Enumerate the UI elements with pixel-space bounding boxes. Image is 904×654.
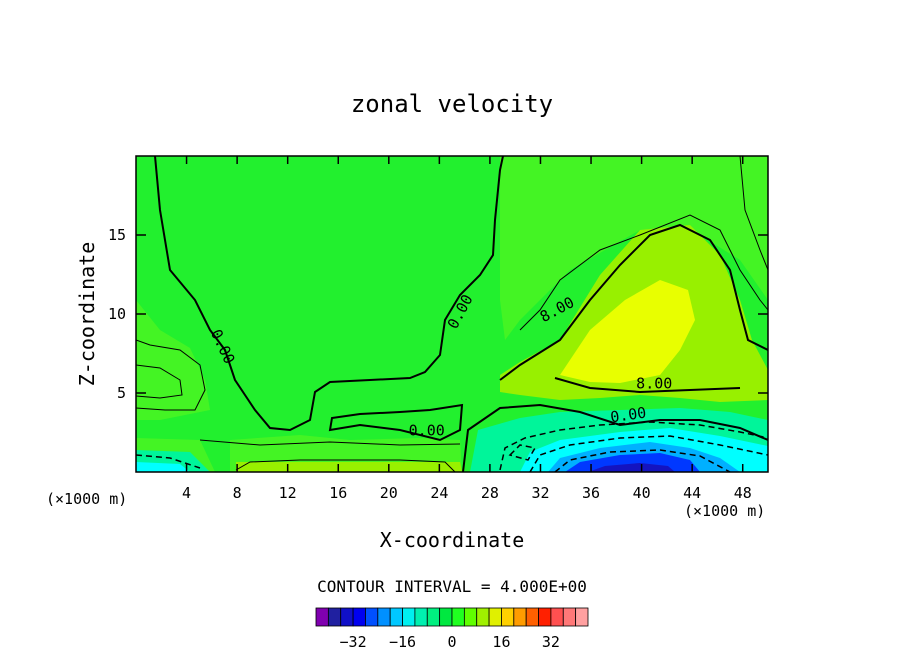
fill-right-upper — [500, 156, 768, 340]
colorbar-swatch — [575, 607, 589, 627]
colorbar-swatch — [550, 607, 564, 627]
fill-left-band — [136, 300, 210, 420]
contour-lines — [136, 156, 768, 472]
chart-title: zonal velocity — [351, 90, 553, 118]
y-axis-label: Z-coordinate — [75, 242, 99, 387]
y-tick-label: 5 — [117, 384, 126, 402]
colorbar-swatch — [439, 607, 453, 627]
x-tick-label: 48 — [734, 484, 752, 502]
contour-label: 0.00 — [409, 422, 445, 440]
contour-label: 8.00 — [636, 374, 672, 392]
contour-interval-text: CONTOUR INTERVAL = 4.000E+00 — [317, 577, 587, 596]
thin-contour-left2 — [136, 364, 183, 399]
negative-contour-2 — [529, 435, 768, 472]
x-tick-label: 36 — [582, 484, 600, 502]
contour-label: 0.00 — [609, 403, 647, 426]
colorbar-swatch — [365, 607, 379, 627]
x-tick-label: 44 — [683, 484, 701, 502]
x-tick-label: 8 — [233, 484, 242, 502]
colorbar-swatch — [414, 607, 428, 627]
zero-contour-mid — [328, 403, 464, 442]
fill-yellow-core — [560, 280, 695, 383]
colorbar-swatch — [426, 607, 441, 627]
x-tick-label: 40 — [633, 484, 651, 502]
colorbar-swatch — [340, 607, 354, 627]
colorbar-swatch — [315, 607, 329, 627]
y-tick-label: 15 — [108, 226, 126, 244]
colorbar-swatch — [451, 607, 465, 627]
colorbar-swatch — [389, 607, 403, 627]
colorbar-swatch — [501, 607, 515, 627]
fill-bottom-left-cyan2 — [136, 462, 190, 472]
thin-contour-left — [136, 339, 206, 411]
negative-contour-1 — [499, 421, 768, 471]
colorbar-tick-label: −32 — [340, 633, 367, 651]
x-tick-label: 16 — [329, 484, 347, 502]
x-axis-ticks: 4 8 12 16 20 24 28 32 36 40 44 48 — [182, 156, 752, 502]
thin-contour-right — [519, 214, 768, 331]
colorbar-swatch — [352, 607, 366, 627]
x-axis-label: X-coordinate — [380, 528, 525, 552]
y-tick-label: 10 — [108, 305, 126, 323]
zero-contour-right — [462, 403, 768, 472]
plot-area: 0.000.000.000.008.008.00 4 8 12 16 20 24 28 32 3… — [108, 155, 769, 502]
x-tick-label: 20 — [380, 484, 398, 502]
colorbar-swatch — [327, 607, 342, 627]
colorbar-swatch — [377, 607, 391, 627]
x-tick-label: 28 — [481, 484, 499, 502]
negative-contour-3 — [554, 449, 731, 472]
colorbar-swatch — [525, 607, 539, 627]
x-tick-label: 32 — [531, 484, 549, 502]
eight-contour-lower — [554, 377, 741, 394]
x-unit-label-left: (×1000 m) — [46, 490, 127, 508]
colorbar-tick-label: 32 — [542, 633, 560, 651]
x-tick-label: 24 — [430, 484, 448, 502]
zero-contour-left — [154, 156, 504, 432]
y-axis-ticks: 5 10 15 — [108, 226, 768, 402]
x-unit-label-right: (×1000 m) — [684, 502, 765, 520]
colorbar: −32 −16 0 16 32 — [315, 607, 589, 651]
colorbar-swatch — [402, 607, 416, 627]
colorbar-swatch — [538, 607, 552, 627]
colorbar-tick-label: 16 — [492, 633, 510, 651]
fill-negative-deep-blue — [588, 463, 675, 472]
x-tick-label: 4 — [182, 484, 191, 502]
x-tick-label: 12 — [279, 484, 297, 502]
colorbar-swatch — [463, 607, 478, 627]
fill-bottom-yellow-green — [236, 462, 462, 472]
colorbar-tick-label: −16 — [389, 633, 416, 651]
negative-contour-left — [136, 454, 201, 469]
thin-contour-right2 — [739, 156, 768, 271]
colorbar-swatch — [513, 607, 527, 627]
colorbar-swatch — [488, 607, 502, 627]
thin-contour-bottom — [235, 459, 456, 472]
colorbar-tick-label: 0 — [447, 633, 456, 651]
eight-contour — [499, 223, 768, 381]
colorbar-swatch — [562, 607, 577, 627]
colorbar-swatch — [476, 607, 490, 627]
thin-contour-mid — [199, 439, 461, 446]
